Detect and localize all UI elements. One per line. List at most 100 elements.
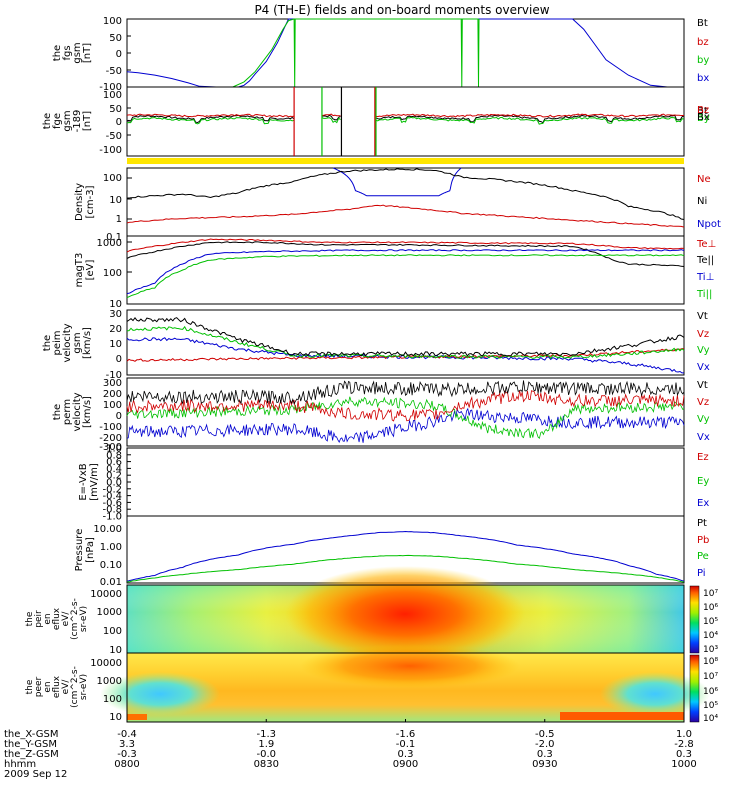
y-axis-label-line: [eV]: [85, 260, 96, 281]
y-axis-label: the peim velocity gsm [km/s]: [42, 323, 93, 362]
panel-efield: E=-VxB [mV/m] 1.00.80.60.40.20.0-0.2-0.4…: [78, 444, 709, 523]
colorbar-tick-label: 10⁴: [703, 714, 718, 724]
legend-entry-bz: bz: [697, 37, 709, 48]
x-tick-value: -2.0: [535, 739, 555, 750]
y-tick-label: 0: [116, 354, 122, 365]
colorbar: [689, 585, 700, 654]
series-bz: [375, 113, 684, 118]
y-axis-label-line: -189: [72, 110, 83, 133]
x-tick-value: 1.0: [676, 729, 692, 740]
colorbar-tick-label: 10³: [703, 645, 718, 655]
y-tick-label: 10: [109, 195, 122, 206]
legend-entry-ey: Ey: [697, 476, 709, 487]
y-tick-label: 100: [103, 90, 122, 101]
y-tick-label: 10: [109, 299, 122, 310]
y-axis-label-line: E=-VxB: [78, 463, 89, 500]
y-tick-label: 1: [116, 214, 122, 225]
legend-entry-bz: Bz: [697, 105, 709, 116]
x-tick-value: 0900: [393, 759, 418, 770]
x-tick-value: 3.3: [119, 739, 135, 750]
y-tick-label: -200: [99, 433, 122, 444]
y-axis-label-line: [nT]: [82, 111, 93, 131]
y-tick-label: -0.6: [102, 498, 122, 509]
y-axis-label-line: [cm-3]: [85, 185, 96, 218]
y-axis-label-line: sr-eV): [79, 674, 89, 700]
series-ti-perp: [126, 249, 685, 295]
temperature-series-group: [126, 238, 685, 299]
y-axis-label-line: the: [25, 679, 35, 694]
series-te-perp: [126, 238, 685, 253]
y-tick-label: 10: [109, 339, 122, 350]
x-axis-annotation: the_X-GSM the_Y-GSM the_Z-GSM hhmm 2009 …: [4, 719, 697, 780]
eesa-velocity-series-group: [126, 316, 685, 374]
colorbar-tick-label: 10⁸: [703, 657, 718, 667]
x-tick-value: -0.3: [117, 749, 137, 760]
y-axis-label-line: eV/: [61, 679, 71, 695]
y-axis-label-line: gsm: [72, 332, 83, 353]
x-axis-row-label: hhmm: [4, 759, 36, 770]
y-axis-label-line: the: [42, 335, 53, 351]
y-tick-label: 100: [103, 268, 122, 279]
colorbar-tick-label: 10⁶: [703, 687, 718, 697]
y-axis-label: E=-VxB [mV/m]: [78, 463, 100, 501]
x-tick-value: -1.6: [396, 729, 416, 740]
spectrogram-low-right: [600, 672, 710, 716]
x-tick-value: 0930: [532, 759, 557, 770]
x-tick-value: -0.1: [396, 739, 416, 750]
colorbar-tick-label: 10⁴: [703, 631, 718, 641]
y-tick-label: -0.8: [102, 505, 122, 516]
series-bx: [321, 114, 341, 121]
y-tick-label: 30: [109, 309, 122, 320]
colorbar-tick-label: 10⁷: [703, 589, 718, 599]
y-tick-label: 0.4: [106, 464, 122, 475]
y-axis-label: the fgs gsm [nT]: [52, 42, 93, 63]
x-axis-date: 2009 Sep 12: [4, 769, 67, 780]
x-tick-value: 1000: [671, 759, 696, 770]
y-tick-label: 10000: [90, 658, 122, 669]
y-tick-label: -50: [106, 131, 122, 142]
legend-entry-ez: Ez: [697, 452, 709, 463]
series-by: [232, 18, 480, 88]
series-ti-par: [126, 254, 685, 299]
y-axis-label-line: (cm^2-s-: [70, 598, 80, 640]
y-axis-label: Pressure [nPa]: [74, 529, 96, 572]
y-tick-label: 1.00: [100, 542, 122, 553]
panel-ion-spectrogram: the peir en eflux eV/ (cm^2-s- sr-eV) 10…: [25, 566, 718, 662]
fge-series-group: [126, 87, 685, 156]
legend-entry-ne: Ne: [697, 174, 711, 185]
series-te-par: [126, 241, 685, 267]
y-tick-label: 200: [103, 389, 122, 400]
x-tick-value: 1.9: [258, 739, 274, 750]
legend-entry-pe: Pe: [697, 551, 709, 562]
legend-entry-pb: Pb: [697, 535, 709, 546]
series-Pi: [126, 530, 685, 582]
spectrogram-hot-band: [560, 712, 684, 720]
y-tick-label: -0.4: [102, 491, 122, 502]
series-ne: [126, 204, 685, 228]
series-bz: [321, 113, 341, 117]
series-ni: [126, 168, 685, 220]
legend-entry-te-perp: Te⊥: [696, 239, 716, 250]
y-axis-label-line: velocity: [72, 392, 83, 431]
series-bz: [126, 113, 295, 118]
y-tick-label: -50: [106, 66, 122, 77]
y-axis-label-line: gsm: [62, 110, 73, 131]
y-axis-label-line: the: [52, 45, 63, 61]
y-axis-label-line: velocity: [62, 323, 73, 362]
y-tick-label: -100: [99, 82, 122, 93]
y-axis-label: the peir en eflux eV/ (cm^2-s- sr-eV): [25, 598, 89, 640]
series-npot: [332, 167, 462, 197]
y-tick-label: 0.1: [106, 232, 122, 243]
y-tick-label: 0.0: [106, 478, 122, 489]
panel-frame: [126, 447, 685, 517]
y-tick-label: 0: [116, 117, 122, 128]
legend-entry-pt: Pt: [697, 518, 707, 529]
y-axis-label-line: [mV/m]: [89, 463, 100, 501]
y-axis-label-line: peer: [34, 676, 44, 697]
y-tick-label: 0.10: [100, 560, 122, 571]
pressure-series-group: [126, 530, 685, 583]
series-vz: [126, 390, 685, 422]
y-tick-label: 300: [103, 378, 122, 389]
legend-entry-vy: Vy: [697, 414, 710, 425]
